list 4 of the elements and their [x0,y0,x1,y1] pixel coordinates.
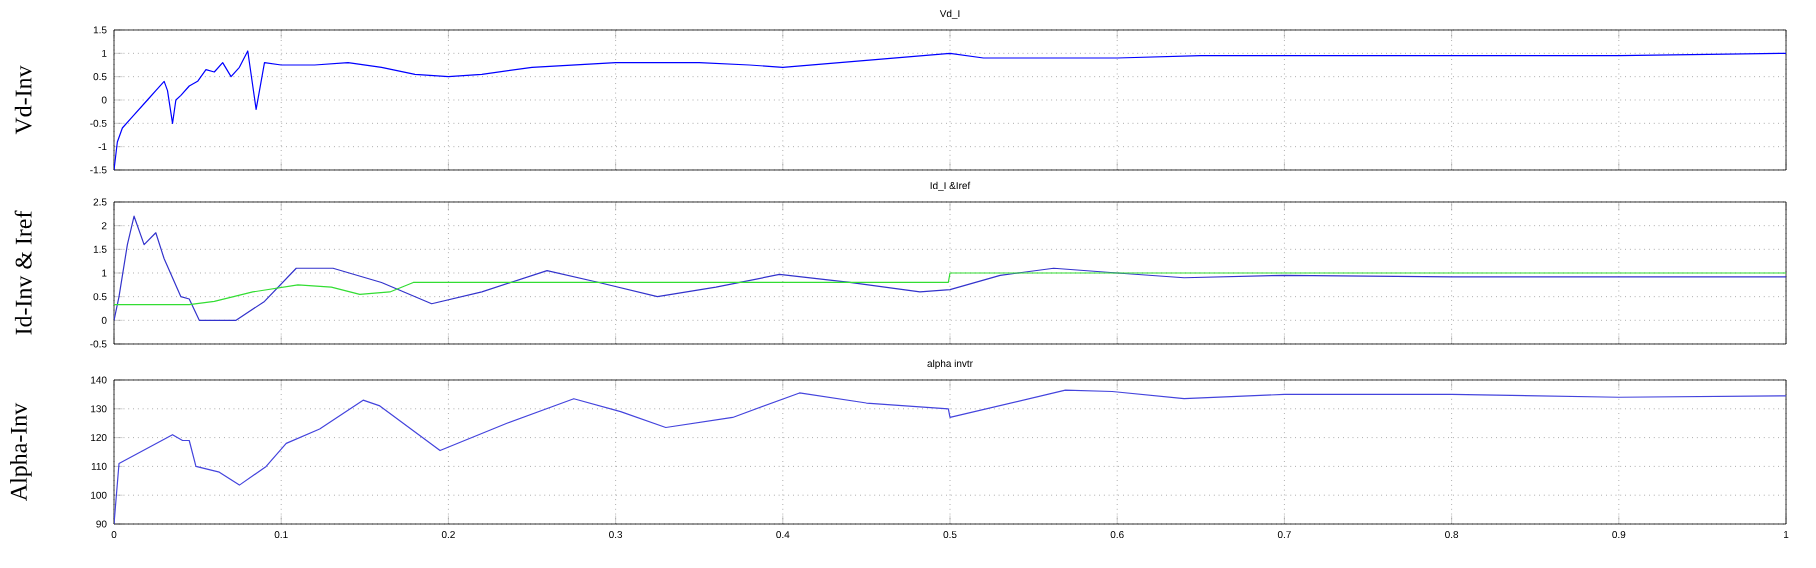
line-series [114,389,1787,524]
y-axis-title: Id-Inv & Iref [14,210,32,335]
y-axis-title: Vd-Inv [14,65,32,135]
y-axis-title: Alpha-Inv [10,402,32,501]
